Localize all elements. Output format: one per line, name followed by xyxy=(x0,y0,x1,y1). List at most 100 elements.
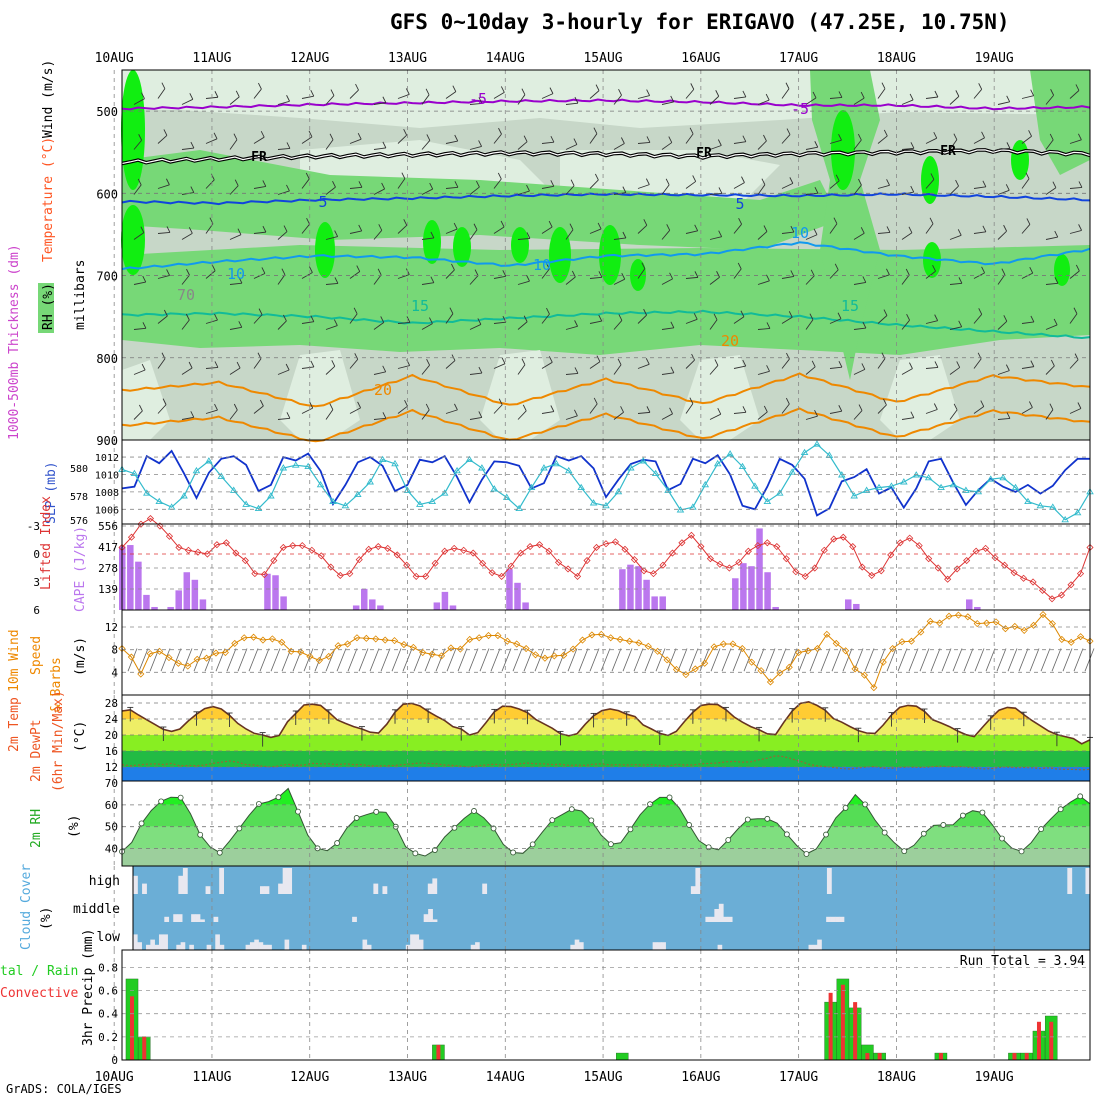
wind-barb xyxy=(901,147,914,150)
wind-barb xyxy=(805,319,814,330)
wind-barb xyxy=(853,368,866,375)
date-tick-bottom: 15AUG xyxy=(583,1070,622,1085)
precip-convective-bar xyxy=(1012,1053,1017,1060)
pressure-tick: 700 xyxy=(96,270,118,284)
wind-barb-flag xyxy=(285,363,290,371)
wind-barb-flag xyxy=(454,181,459,188)
wind-barb-flag xyxy=(166,226,171,233)
wind-barb xyxy=(534,648,545,672)
wind-barb xyxy=(613,237,626,240)
cloud-cover-bar xyxy=(254,939,259,950)
wind-barb xyxy=(829,366,842,369)
precip-convective-bar xyxy=(938,1053,943,1060)
date-tick-top: 19AUG xyxy=(975,51,1014,66)
wind-barb-flag xyxy=(166,178,170,185)
temp-contour-fr-inner xyxy=(121,149,1091,165)
wind-barb xyxy=(901,417,914,420)
temp-band xyxy=(122,751,1090,767)
cloud-cover-bar xyxy=(410,934,415,950)
wind-barb xyxy=(421,140,431,150)
thickness-marker xyxy=(130,469,139,477)
wind-barb xyxy=(1045,236,1058,240)
thickness-marker xyxy=(254,504,263,512)
date-tick-bottom: 10AUG xyxy=(95,1070,134,1085)
wind-barb-flag xyxy=(738,218,743,225)
wind-barb-flag xyxy=(934,314,939,321)
wind-barb-flag xyxy=(766,365,770,372)
wind-barb xyxy=(757,370,770,375)
wind-barb xyxy=(941,648,952,672)
wind-speed-marker xyxy=(240,634,248,642)
wind-barb-flag xyxy=(138,134,143,141)
date-tick-bottom: 19AUG xyxy=(975,1070,1014,1085)
wind-barb xyxy=(565,276,576,285)
wind-barb xyxy=(325,365,336,375)
lifted-index-marker xyxy=(317,552,325,560)
lifted-index-marker xyxy=(896,539,904,547)
wind-barb xyxy=(397,405,408,414)
wind-barb xyxy=(853,184,862,195)
cape-bar xyxy=(143,594,150,610)
wind-speed-marker xyxy=(466,635,474,644)
date-tick-top: 17AUG xyxy=(779,51,818,66)
cloud-cover-bar xyxy=(835,916,840,922)
thickness-marker xyxy=(974,487,983,495)
rh2m-marker xyxy=(999,835,1005,842)
wind-barb-flag xyxy=(742,359,747,367)
wind-barb-flag xyxy=(356,265,361,272)
wind-barb xyxy=(733,411,746,414)
thickness-marker xyxy=(713,459,722,467)
date-tick-top: 18AUG xyxy=(877,51,916,66)
wind-barb-flag xyxy=(430,231,435,239)
wind-barb-flag xyxy=(214,403,218,411)
precip-convective-bar xyxy=(853,1002,858,1060)
wind-barb-flag xyxy=(377,268,382,276)
slp-tick: 1008 xyxy=(95,488,119,499)
wind-barb-flag xyxy=(357,401,362,409)
wind-speed-marker xyxy=(907,637,916,645)
wind-barb xyxy=(205,409,218,414)
wind-barb-flag xyxy=(354,353,359,360)
temp-contour-15 xyxy=(121,309,1091,340)
wind-barb xyxy=(270,648,281,672)
lifted-index-marker xyxy=(830,535,838,543)
wind-barb-flag xyxy=(741,176,745,183)
lifted-index-marker xyxy=(849,542,857,551)
wind-barb xyxy=(853,410,863,420)
cloud-cover-bar xyxy=(163,934,168,950)
thickness-marker xyxy=(515,504,523,512)
lifted-index-marker xyxy=(469,549,477,557)
wind-barb-flag xyxy=(982,225,987,233)
wind-barb-flag xyxy=(934,361,939,368)
wind-barb-flag xyxy=(1028,401,1033,408)
wind-barb xyxy=(997,230,1007,240)
lifted-index-marker xyxy=(1048,595,1056,603)
wind-speed-marker xyxy=(973,620,981,628)
wind-barb-flag xyxy=(162,398,167,405)
temp-tick: 16 xyxy=(105,745,118,758)
cape-bar xyxy=(740,563,747,610)
thickness-marker xyxy=(862,486,871,493)
wind-barb xyxy=(709,192,722,195)
wind-barb xyxy=(733,141,746,144)
wind-barb-flag xyxy=(574,96,579,104)
wind-barb-flag xyxy=(478,411,483,418)
lifted-index-marker xyxy=(403,561,411,569)
wind-barb-flag xyxy=(838,361,843,368)
wind-barb xyxy=(277,190,290,195)
wind-barb-flag xyxy=(620,137,625,144)
wind-barb xyxy=(1045,324,1058,330)
wind-barb xyxy=(565,144,578,150)
wind-barb-flag xyxy=(549,87,554,94)
wind-barb xyxy=(325,409,334,420)
rh2m-line xyxy=(121,787,1091,857)
cloud-cover-bar xyxy=(154,944,160,950)
wind-barb xyxy=(171,648,182,672)
wind-barb-flag xyxy=(521,88,526,95)
wind-barb xyxy=(875,648,886,672)
thickness-marker xyxy=(639,457,648,464)
wind-barb xyxy=(637,225,648,234)
wind-barb-flag xyxy=(598,314,603,322)
wind-barb xyxy=(468,648,479,672)
wind-barb-flag xyxy=(214,361,219,368)
